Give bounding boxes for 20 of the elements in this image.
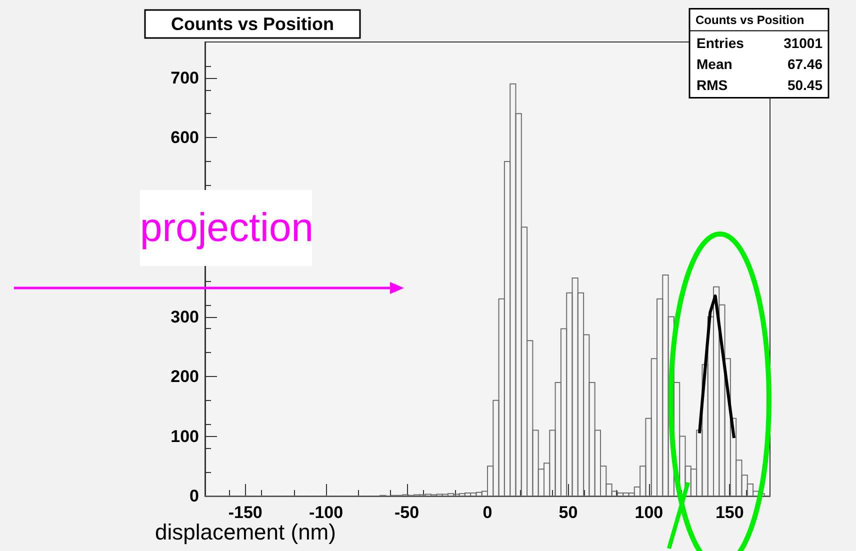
y-tick-label: 300 [170, 307, 199, 326]
x-tick-label: 50 [558, 503, 578, 522]
y-tick-label: 700 [170, 68, 199, 88]
y-tick-label: 600 [170, 128, 199, 148]
x-tick-label: -50 [394, 503, 420, 522]
x-tick-label: 100 [634, 503, 664, 522]
text: Counts vs Position [696, 12, 804, 27]
annotation: projection [140, 190, 314, 266]
text: Entries 31001 [696, 34, 822, 51]
y-tick-label: 100 [170, 426, 199, 446]
x-tick-label: -100 [309, 503, 344, 522]
x-axis-title: displacement (nm) [155, 520, 336, 544]
y-tick-label: 200 [170, 367, 199, 386]
x-tick-label: -150 [228, 503, 262, 522]
x-tick-label: 150 [715, 503, 744, 522]
y-tick-label: 0 [190, 486, 199, 506]
chart-title: Counts vs Position [171, 14, 334, 34]
text: RMS 50.45 [696, 76, 822, 93]
x-tick-label: 0 [482, 503, 492, 522]
text: Mean 67.46 [696, 56, 822, 72]
